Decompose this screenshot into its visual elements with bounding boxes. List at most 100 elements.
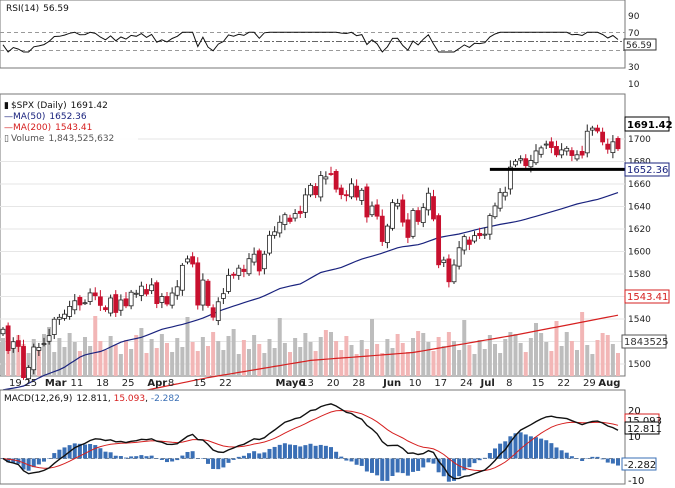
ma200-badge-bg [624, 289, 670, 304]
candle [548, 137, 554, 154]
candle-body [487, 215, 493, 235]
candle [354, 179, 360, 201]
macd-hist-bar [31, 458, 36, 468]
macd-hist-bar [113, 455, 118, 459]
macd-hist-bar [498, 443, 503, 459]
candle-body [513, 160, 518, 166]
candle-body [138, 285, 144, 296]
ma50-line [2, 192, 619, 391]
candle-body [256, 250, 262, 272]
volume-bar [47, 327, 52, 376]
volume-bar [154, 348, 159, 376]
volume-bar [600, 333, 605, 376]
x-axis-label: 8 [506, 378, 512, 389]
candle-body [343, 194, 349, 197]
candle-body [431, 196, 436, 220]
macd-value-badge: 12.811 [627, 424, 662, 435]
macd-hist-bar [293, 445, 298, 459]
volume-bar [575, 350, 579, 376]
candle [436, 213, 442, 269]
rsi-tick-70: 70 [628, 29, 640, 39]
candle [313, 183, 319, 199]
macd-hist-bar [211, 458, 216, 469]
volume-bar [165, 343, 169, 376]
candle-body [384, 225, 390, 244]
candle-body [436, 215, 442, 266]
candle [236, 264, 242, 280]
macd-hist-bar [364, 458, 369, 472]
candle [415, 207, 421, 225]
macd-hist-bar [103, 451, 108, 459]
rsi-value-badge-bg [623, 38, 657, 51]
x-axis-label: 22 [219, 378, 232, 389]
candle-body [103, 307, 108, 311]
macd-hist-bar [528, 436, 533, 459]
ma200-legend-dash: — [4, 123, 13, 133]
macd-hist-bar [108, 452, 113, 459]
candle [128, 289, 134, 310]
candle-body [220, 293, 226, 299]
candle-body [595, 127, 600, 132]
candle [420, 203, 426, 228]
rsi-label: RSI(14) 56.59 [6, 4, 69, 14]
candle [482, 227, 488, 240]
candles [0, 124, 621, 383]
candle-body [118, 299, 124, 311]
volume-bar [359, 340, 364, 376]
candle [251, 247, 257, 266]
volume-bar [241, 340, 246, 376]
macd-hist-bar [380, 458, 385, 481]
candle-body [226, 274, 231, 292]
candle-body [241, 268, 247, 272]
candle-body [277, 221, 283, 234]
ma200-legend-value: 1543.41 [55, 123, 92, 133]
volume-bar [26, 353, 31, 376]
candle-body [559, 149, 565, 156]
macd-hist-bar [426, 458, 431, 463]
x-axis-label: 15 [532, 378, 545, 389]
volume-bar [267, 339, 272, 376]
ma200-legend: —MA(200) 1543.41 [4, 123, 92, 133]
volume-bar [487, 335, 492, 376]
candle-body [133, 292, 139, 295]
ma50-legend-label: MA(50) [13, 112, 45, 122]
macd-hist-bar [11, 458, 16, 463]
candle [36, 342, 42, 357]
macd-hist-bar [493, 448, 497, 459]
volume-bar [554, 321, 559, 376]
candle [231, 271, 237, 279]
volume-bar [170, 352, 175, 376]
candle-body [477, 232, 483, 237]
candle [487, 213, 493, 240]
candle-body [164, 296, 170, 305]
candle [364, 183, 370, 223]
candle-body [87, 292, 93, 302]
candle-body [26, 367, 32, 380]
macd-hist-bar [405, 458, 410, 476]
candle [564, 146, 570, 156]
price-legend: ▮ $SPX (Daily) 1691.42 —MA(50) 1652.36 —MA(… [2, 98, 138, 144]
volume-bar [539, 333, 544, 376]
volume-bar [318, 337, 323, 376]
x-axis-label: 11 [71, 378, 84, 389]
volume-bar [421, 333, 426, 376]
volume-bar [236, 354, 241, 376]
candle-body [31, 346, 37, 371]
candle [15, 334, 21, 353]
volume-bar [493, 344, 497, 376]
candle [287, 214, 293, 224]
macd-hist-bar [400, 458, 405, 474]
volume-bar [11, 349, 16, 376]
candle-body [0, 328, 6, 335]
x-axis-label: Jun [382, 378, 401, 389]
candle [338, 184, 344, 200]
volume-bar [585, 345, 590, 376]
macd-hist-bar [262, 452, 267, 459]
macd-hist-bar [544, 440, 549, 459]
volume-bar [400, 343, 405, 376]
price-legend-marker: ▮ [4, 101, 9, 111]
volume-bar [339, 350, 344, 376]
candle [543, 140, 549, 150]
candle-body [533, 150, 539, 164]
candle-body [261, 253, 267, 270]
